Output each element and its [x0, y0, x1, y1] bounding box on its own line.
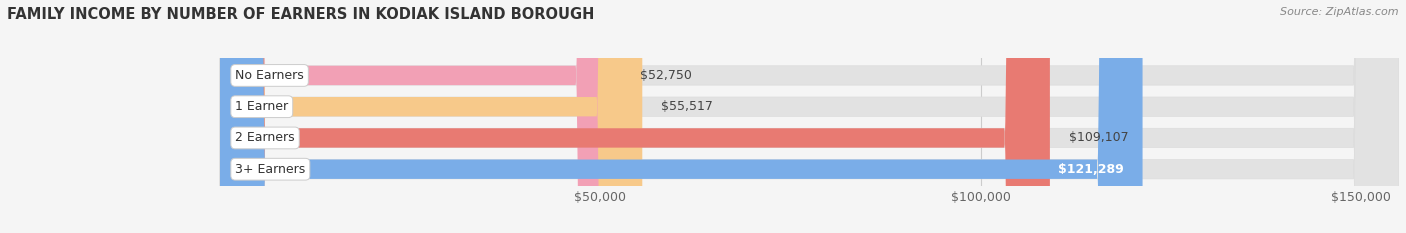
FancyBboxPatch shape [219, 0, 1399, 233]
FancyBboxPatch shape [219, 0, 1399, 233]
Text: FAMILY INCOME BY NUMBER OF EARNERS IN KODIAK ISLAND BOROUGH: FAMILY INCOME BY NUMBER OF EARNERS IN KO… [7, 7, 595, 22]
FancyBboxPatch shape [219, 0, 1143, 233]
FancyBboxPatch shape [219, 0, 621, 233]
FancyBboxPatch shape [219, 0, 1399, 233]
Text: $52,750: $52,750 [640, 69, 692, 82]
Text: 3+ Earners: 3+ Earners [235, 163, 305, 176]
Text: Source: ZipAtlas.com: Source: ZipAtlas.com [1281, 7, 1399, 17]
FancyBboxPatch shape [219, 0, 1399, 233]
Text: $109,107: $109,107 [1069, 131, 1129, 144]
Text: 1 Earner: 1 Earner [235, 100, 288, 113]
Text: No Earners: No Earners [235, 69, 304, 82]
FancyBboxPatch shape [219, 0, 1050, 233]
FancyBboxPatch shape [219, 0, 643, 233]
Text: 2 Earners: 2 Earners [235, 131, 295, 144]
Text: $121,289: $121,289 [1057, 163, 1123, 176]
Text: $55,517: $55,517 [661, 100, 713, 113]
